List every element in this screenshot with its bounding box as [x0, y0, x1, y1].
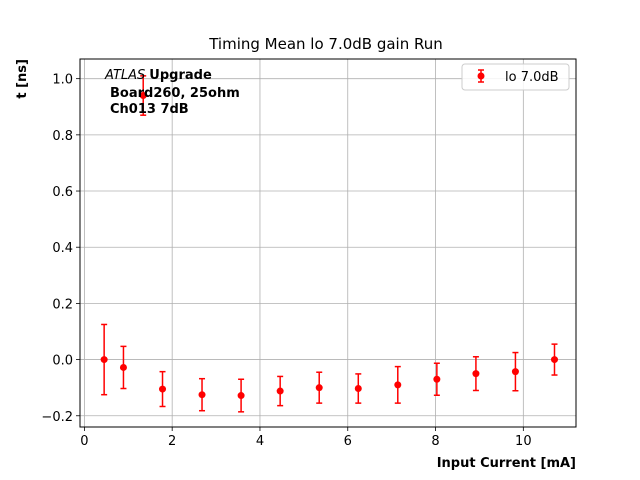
data-point [433, 375, 441, 383]
data-point [100, 356, 108, 364]
y-tick-label: 0.8 [52, 129, 73, 144]
data-point [550, 356, 558, 364]
data-point [394, 381, 402, 389]
legend-marker [477, 72, 485, 80]
x-tick-label: 10 [515, 434, 532, 449]
data-points [100, 75, 558, 413]
y-tick-label: 0.4 [52, 241, 73, 256]
data-point [159, 385, 167, 393]
data-point [354, 385, 362, 393]
annotation-line1: ATLAS Upgrade [104, 68, 212, 83]
x-tick-label: 6 [344, 434, 352, 449]
y-tick-label: 0.6 [52, 185, 73, 200]
annotation-atlas: ATLAS [104, 68, 145, 83]
y-tick-label: −0.2 [41, 410, 73, 425]
data-point [119, 363, 127, 371]
annotation-line2: Board260, 25ohm [110, 86, 240, 101]
x-tick-label: 8 [431, 434, 439, 449]
plot-frame [79, 58, 577, 428]
x-tick-label: 2 [168, 434, 176, 449]
data-point [315, 384, 323, 392]
data-point [276, 387, 284, 395]
legend-label: lo 7.0dB [505, 70, 559, 85]
x-tick-label: 4 [256, 434, 264, 449]
y-tick-label: 1.0 [52, 73, 73, 88]
legend-box [461, 63, 570, 91]
grid [80, 59, 576, 427]
ticks: 0 2 4 6 8 10 −0.2 0.0 0.2 0.4 0.6 0.8 1.0 [41, 73, 531, 449]
data-point [472, 370, 480, 378]
data-point [139, 92, 147, 100]
chart-title: Timing Mean lo 7.0dB gain Run [208, 35, 443, 53]
x-tick-label: 0 [80, 434, 88, 449]
y-tick-label: 0.0 [52, 354, 73, 369]
y-axis-label: t [ns] [15, 59, 30, 99]
annotation-upgrade: Upgrade [149, 68, 212, 83]
y-tick-label: 0.2 [52, 297, 73, 312]
data-point [237, 392, 245, 400]
data-point [198, 391, 206, 399]
annotation: ATLAS Upgrade Board260, 25ohm Ch013 7dB [104, 68, 240, 117]
legend: lo 7.0dB [461, 63, 570, 91]
x-axis-label: Input Current [mA] [437, 456, 576, 471]
data-point [511, 368, 519, 376]
annotation-line3: Ch013 7dB [110, 102, 189, 117]
